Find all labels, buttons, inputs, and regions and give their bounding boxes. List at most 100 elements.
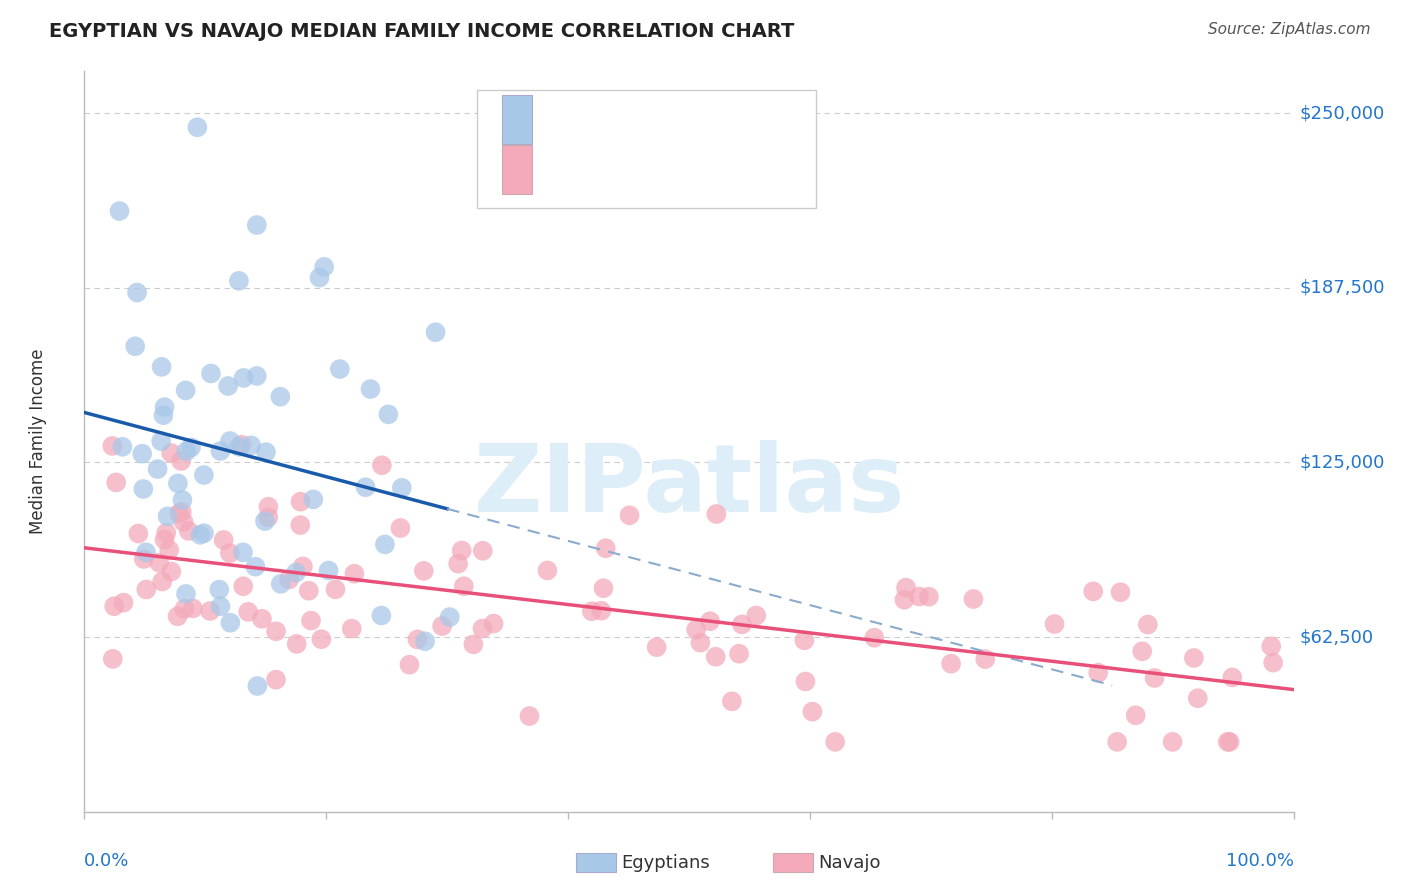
Point [1219,735,1241,749]
Point [581,604,603,618]
Point [1216,735,1239,749]
Point [153,400,176,414]
Point [200,367,222,381]
Point [343,566,366,581]
Point [325,582,347,597]
Point [1125,708,1147,723]
Point [218,546,240,560]
Point [188,528,211,542]
Point [962,592,984,607]
Point [721,694,744,708]
Point [167,507,190,521]
Point [354,480,377,494]
Point [745,608,768,623]
Point [212,533,235,547]
Point [270,577,292,591]
Point [389,521,412,535]
Point [699,614,721,628]
Point [150,434,173,449]
Point [1043,617,1066,632]
Point [1161,735,1184,749]
Point [1107,735,1129,749]
Point [219,615,242,630]
Point [794,674,817,689]
Point [186,120,208,135]
FancyBboxPatch shape [502,95,531,144]
Point [160,565,183,579]
Point [298,583,321,598]
Point [377,408,399,422]
Point [153,533,176,547]
Point [174,587,197,601]
Point [253,514,276,528]
Point [1083,584,1105,599]
Point [285,566,308,580]
Point [254,445,277,459]
Point [894,581,917,595]
Point [232,545,254,559]
Point [240,438,263,452]
Text: 0.0%: 0.0% [84,853,129,871]
Point [209,599,232,614]
Point [257,500,280,514]
Point [173,515,195,529]
Point [425,325,447,339]
Point [1130,644,1153,658]
Point [591,604,613,618]
Point [148,556,170,570]
Point [482,616,505,631]
Point [685,623,707,637]
Point [1182,651,1205,665]
Point [285,637,308,651]
Point [166,609,188,624]
Point [172,493,194,508]
Text: Source: ZipAtlas.com: Source: ZipAtlas.com [1208,22,1371,37]
Point [371,458,394,473]
Point [645,640,668,655]
Point [127,526,149,541]
Point [264,624,287,639]
Point [156,509,179,524]
Point [170,454,193,468]
Point [314,260,336,274]
Point [370,608,392,623]
Point [299,614,322,628]
Point [217,379,239,393]
Point [103,599,125,614]
Point [105,475,128,490]
Point [592,581,614,595]
Point [463,637,485,651]
Point [264,673,287,687]
Text: $187,500: $187,500 [1299,279,1385,297]
Point [181,601,204,615]
Text: ZIPatlas: ZIPatlas [474,440,904,532]
Point [801,705,824,719]
Point [173,601,195,615]
Point [269,390,291,404]
Point [471,543,494,558]
Text: N =  58: N = 58 [707,116,783,134]
Point [290,518,312,533]
Point [174,384,197,398]
FancyBboxPatch shape [478,90,815,209]
Text: $250,000: $250,000 [1299,104,1385,122]
Point [413,634,436,648]
Point [311,632,333,647]
Point [706,507,728,521]
Point [132,482,155,496]
Point [471,622,494,636]
Point [290,494,312,508]
Point [152,408,174,422]
Point [439,610,461,624]
Point [124,339,146,353]
Point [101,439,124,453]
Point [974,652,997,666]
Point [1187,691,1209,706]
Text: Egyptians: Egyptians [621,854,710,871]
Point [704,649,727,664]
Point [177,524,200,538]
Point [150,574,173,589]
Point [246,218,269,232]
Point [278,573,301,587]
Point [824,735,846,749]
